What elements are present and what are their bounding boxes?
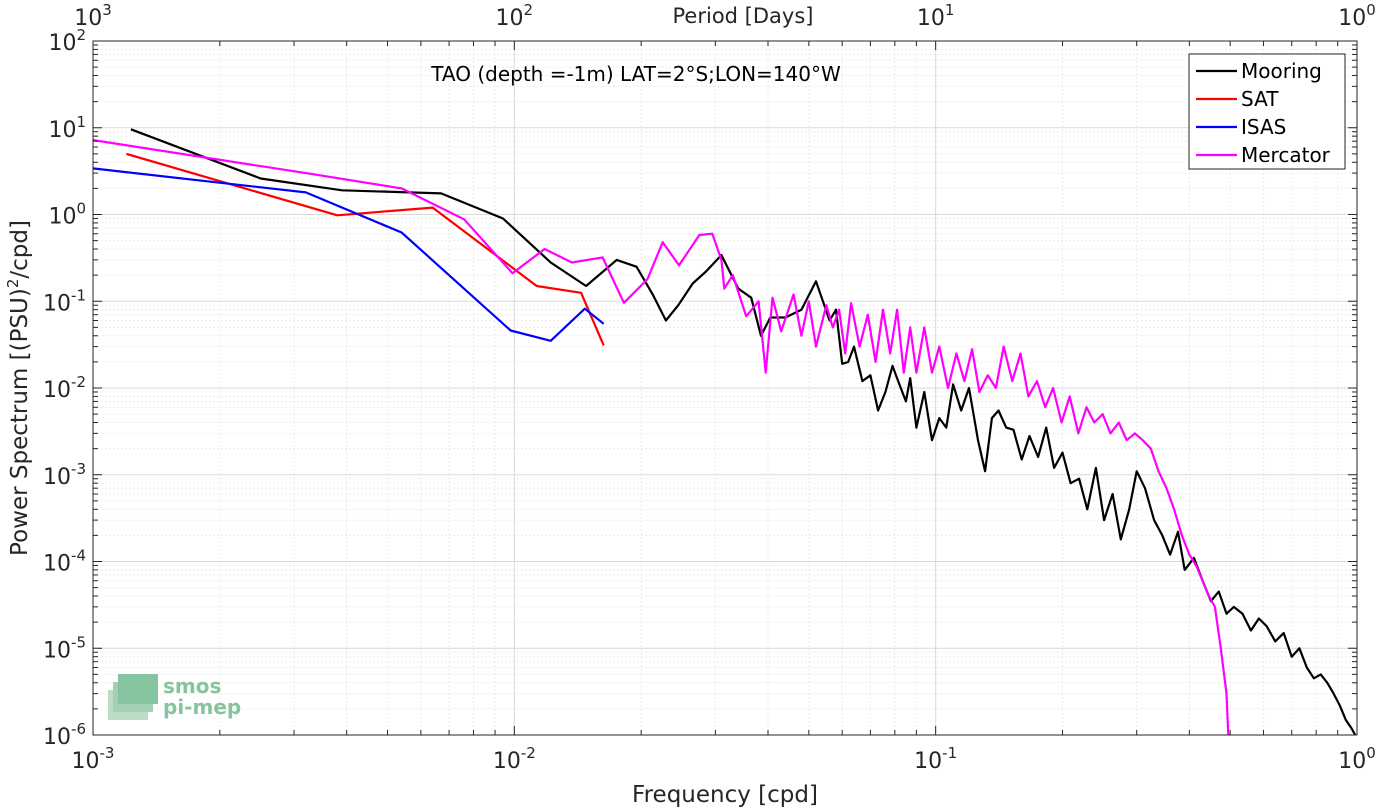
- top-tick-label: 103: [74, 1, 112, 31]
- y-tick-label: 102: [48, 26, 86, 56]
- x-tick-label: 10-2: [493, 744, 536, 774]
- series-line-mooring: [130, 128, 1357, 735]
- smos-pi-mep-logo: smos pi-mep: [108, 674, 241, 720]
- y-tick-label: 100: [48, 200, 86, 230]
- y-tick-label: 10-6: [43, 720, 86, 750]
- y-tick-label: 10-3: [43, 460, 86, 490]
- y-tick-label: 10-5: [43, 633, 86, 663]
- series-line-mercator: [93, 139, 1230, 735]
- top-tick-label: 101: [917, 1, 955, 31]
- top-tick-label: 100: [1338, 1, 1376, 31]
- legend-box: [1188, 53, 1346, 170]
- y-tick-label: 10-1: [43, 286, 86, 316]
- legend: Mooring SAT ISAS Mercator: [1188, 53, 1346, 170]
- legend-label-mercator: Mercator: [1241, 143, 1331, 167]
- x-tick-label: 100: [1338, 744, 1376, 774]
- legend-label-sat: SAT: [1241, 87, 1279, 111]
- x-axis-label: Frequency [cpd]: [632, 782, 818, 808]
- series-line-sat: [126, 152, 605, 346]
- y-tick-label: 10-2: [43, 373, 86, 403]
- logo-text-pi-mep: pi-mep: [163, 695, 241, 719]
- top-tick-label: 102: [496, 1, 534, 31]
- series-layer: [93, 128, 1357, 735]
- logo-text-smos: smos: [163, 674, 221, 698]
- x-tick-label: 10-1: [914, 744, 957, 774]
- legend-label-mooring: Mooring: [1241, 59, 1322, 83]
- top-axis-label: Period [Days]: [673, 4, 814, 28]
- y-axis-label: Power Spectrum [(PSU)2/cpd]: [4, 220, 33, 556]
- axis-ticks: [92, 40, 1358, 736]
- legend-label-isas: ISAS: [1241, 115, 1286, 139]
- chart-title: TAO (depth =-1m) LAT=2°S;LON=140°W: [430, 62, 841, 86]
- series-line-isas: [93, 167, 605, 342]
- y-tick-label: 101: [48, 113, 86, 143]
- minor-grid: [93, 41, 1357, 735]
- y-tick-label: 10-4: [43, 547, 86, 577]
- x-tick-label: 10-3: [72, 744, 115, 774]
